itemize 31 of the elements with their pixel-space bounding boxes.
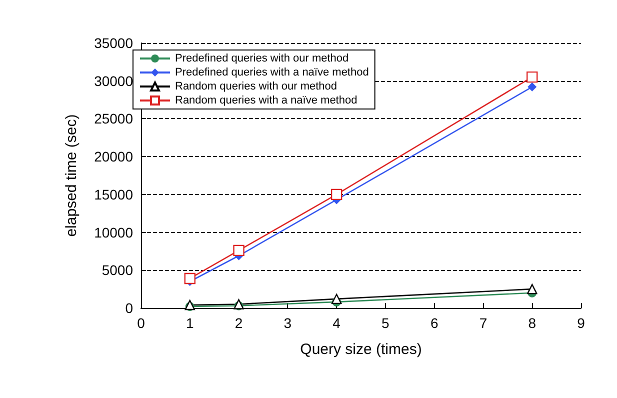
y-tick-label: 0	[125, 300, 134, 316]
y-tick-label: 5000	[102, 262, 134, 278]
point	[331, 294, 342, 304]
point	[330, 188, 342, 200]
x-tick-label: 8	[528, 315, 536, 331]
x-tick-label: 3	[284, 315, 292, 331]
x-tick-label: 9	[577, 315, 586, 331]
x-tick-label: 1	[186, 315, 194, 331]
x-tick-label: 4	[332, 315, 341, 331]
legend-label: Random queries with a naïve method	[175, 94, 358, 106]
point	[184, 272, 196, 284]
x-tick-label: 0	[137, 315, 146, 331]
x-axis-title: Query size (times)	[300, 341, 422, 358]
x-tick-label: 2	[234, 315, 243, 331]
y-tick-label: 35000	[94, 35, 134, 51]
x-tick-label: 7	[479, 315, 488, 331]
y-tick-label: 30000	[94, 72, 134, 89]
y-tick-label: 25000	[94, 110, 134, 127]
y-tick-label: 10000	[94, 224, 134, 240]
x-tick-label: 5	[382, 315, 390, 331]
point	[233, 244, 244, 256]
point	[528, 82, 537, 92]
y-tick-label: 15000	[94, 186, 134, 202]
y-axis-title: elapsed time (sec)	[63, 114, 80, 237]
legend-label: Predefined queries with our method	[175, 52, 349, 64]
y-tick-label: 20000	[94, 148, 134, 165]
point	[527, 284, 538, 294]
point	[526, 71, 538, 83]
legend-label: Random queries with our method	[175, 80, 338, 92]
legend-label: Predefined queries with a naïve method	[175, 66, 369, 78]
x-tick-label: 6	[430, 315, 438, 331]
